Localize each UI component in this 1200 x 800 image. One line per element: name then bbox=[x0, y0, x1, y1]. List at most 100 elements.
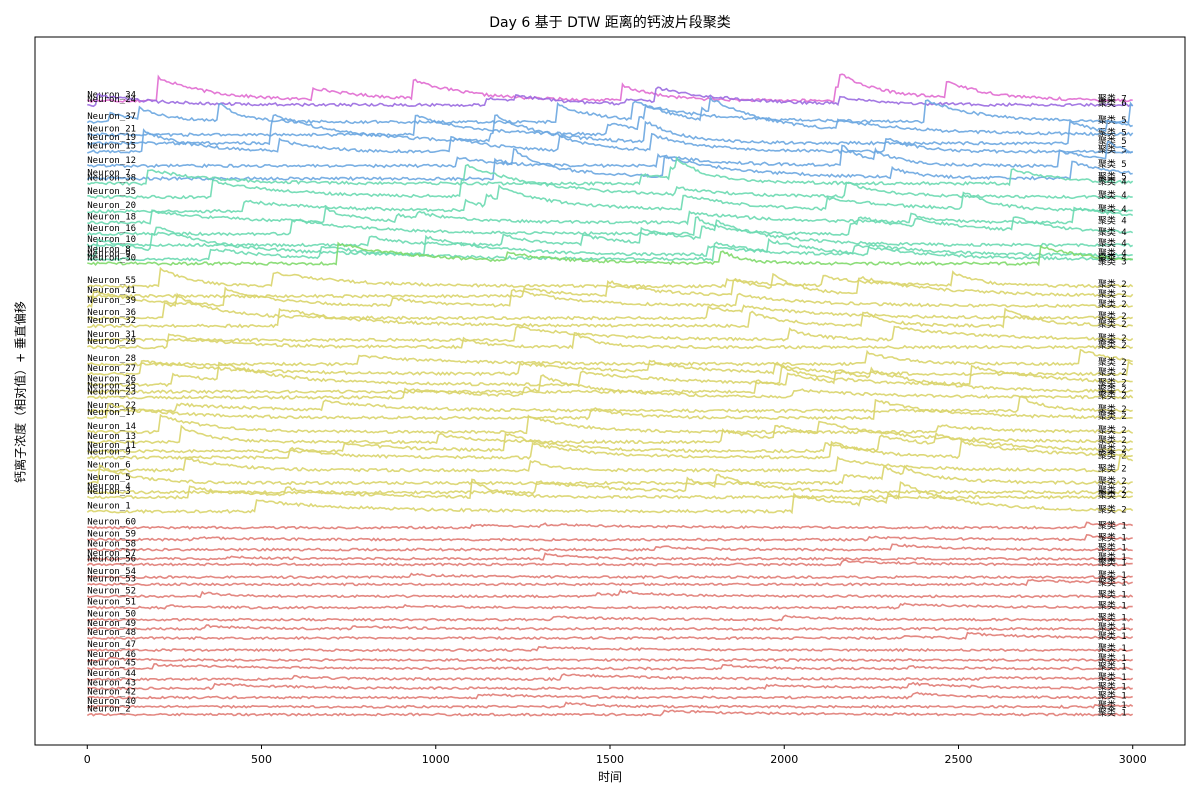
series-name-label: Neuron_28 bbox=[87, 354, 136, 364]
series-line bbox=[86, 374, 1134, 400]
series-line bbox=[87, 348, 1133, 367]
series-line bbox=[86, 292, 1134, 321]
series-name-label: Neuron_53 bbox=[87, 574, 136, 584]
series-name-label: Neuron_9 bbox=[87, 448, 130, 458]
series-line bbox=[87, 163, 1133, 200]
cluster-label: 聚类 1 bbox=[1098, 661, 1127, 673]
cluster-label: 聚类 4 bbox=[1098, 226, 1127, 238]
series-name-label: Neuron_31 bbox=[87, 330, 136, 340]
series-line bbox=[86, 398, 1133, 421]
cluster-label: 聚类 1 bbox=[1098, 652, 1127, 664]
series-name-label: Neuron_50 bbox=[87, 610, 136, 620]
series-line bbox=[86, 691, 1133, 700]
cluster-label: 聚类 7 bbox=[1098, 93, 1127, 105]
series-line bbox=[86, 286, 1133, 309]
series-line bbox=[87, 332, 1133, 350]
series-name-label: Neuron_35 bbox=[87, 187, 136, 197]
series-line bbox=[86, 140, 1133, 169]
series-line bbox=[86, 95, 1134, 138]
series-name-label: Neuron_37 bbox=[87, 112, 136, 122]
series-name-label: Neuron_6 bbox=[87, 460, 130, 470]
series-name-label: Neuron_52 bbox=[87, 586, 136, 596]
series-line bbox=[87, 543, 1133, 552]
series-name-label: Neuron_49 bbox=[87, 619, 136, 629]
series-line bbox=[87, 307, 1133, 329]
series-name-label: Neuron_23 bbox=[87, 387, 136, 397]
series-line bbox=[87, 128, 1134, 154]
cluster-label: 聚类 1 bbox=[1098, 630, 1127, 642]
series-name-label: Neuron_56 bbox=[87, 554, 136, 564]
y-axis-label: 钙离子浓度（相对值）+ 垂直偏移 bbox=[13, 301, 28, 483]
cluster-label: 聚类 5 bbox=[1098, 171, 1127, 183]
series-line bbox=[87, 602, 1133, 610]
cluster-label: 聚类 4 bbox=[1098, 214, 1127, 226]
series-name-label: Neuron_46 bbox=[87, 650, 136, 660]
cluster-label: 聚类 1 bbox=[1098, 556, 1127, 568]
series-name-label: Neuron_59 bbox=[87, 530, 136, 540]
cluster-label: 聚类 5 bbox=[1098, 158, 1127, 170]
series-line bbox=[87, 206, 1134, 226]
series-name-label: Neuron_3 bbox=[87, 487, 130, 497]
series-name-label: Neuron_7 bbox=[87, 169, 130, 179]
cluster-label: 聚类 2 bbox=[1098, 424, 1127, 436]
series-name-label: Neuron_15 bbox=[87, 142, 136, 152]
cluster-label: 聚类 5 bbox=[1098, 135, 1127, 147]
series-line bbox=[86, 709, 1134, 717]
series-line bbox=[87, 624, 1134, 632]
series-line bbox=[87, 413, 1134, 435]
series-line bbox=[87, 578, 1133, 587]
series-line bbox=[87, 656, 1134, 663]
series-line bbox=[87, 631, 1134, 641]
series-name-label: Neuron_47 bbox=[87, 640, 136, 650]
series-name-label: Neuron_24 bbox=[87, 95, 136, 105]
series-name-label: Neuron_40 bbox=[87, 697, 136, 707]
series-name-label: Neuron_42 bbox=[87, 688, 136, 698]
cluster-label: 聚类 2 bbox=[1098, 462, 1127, 474]
series-name-label: Neuron_38 bbox=[87, 174, 136, 184]
cluster-label: 聚类 1 bbox=[1098, 520, 1127, 532]
series-line bbox=[87, 681, 1133, 691]
series-name-label: Neuron_17 bbox=[87, 408, 136, 418]
cluster-label: 聚类 5 bbox=[1098, 144, 1127, 156]
series-name-label: Neuron_20 bbox=[87, 201, 136, 211]
series-line bbox=[87, 184, 1133, 214]
x-tick-label: 500 bbox=[251, 753, 272, 766]
series-name-label: Neuron_10 bbox=[87, 235, 136, 245]
series-line bbox=[87, 572, 1133, 580]
cluster-label: 聚类 2 bbox=[1098, 318, 1127, 330]
series-name-label: Neuron_12 bbox=[87, 156, 136, 166]
series-name-label: Neuron_1 bbox=[87, 501, 130, 511]
series-name-label: Neuron_14 bbox=[87, 422, 136, 432]
cluster-label: 聚类 1 bbox=[1098, 621, 1127, 633]
cluster-label: 聚类 2 bbox=[1098, 443, 1127, 455]
series-line bbox=[86, 431, 1133, 454]
cluster-label: 聚类 1 bbox=[1098, 532, 1127, 544]
series-line bbox=[86, 226, 1133, 258]
series-line bbox=[86, 588, 1134, 599]
cluster-label: 聚类 1 bbox=[1098, 680, 1127, 692]
series-name-label: Neuron_30 bbox=[87, 254, 136, 264]
cluster-label: 聚类 1 bbox=[1098, 671, 1127, 683]
series-name-label: Neuron_13 bbox=[87, 432, 136, 442]
series-line bbox=[87, 237, 1134, 262]
cluster-label: 聚类 2 bbox=[1098, 298, 1127, 310]
series-line bbox=[87, 440, 1133, 461]
cluster-label: 聚类 2 bbox=[1098, 475, 1127, 487]
series-line bbox=[86, 99, 1134, 125]
cluster-label: 聚类 3 bbox=[1098, 256, 1127, 268]
cluster-label: 聚类 1 bbox=[1098, 551, 1127, 563]
series-name-label: Neuron_36 bbox=[87, 308, 136, 318]
series-name-label: Neuron_21 bbox=[87, 125, 136, 135]
cluster-label: 聚类 2 bbox=[1098, 450, 1127, 462]
cluster-label: 聚类 1 bbox=[1098, 612, 1127, 624]
cluster-label: 聚类 2 bbox=[1098, 389, 1127, 401]
series-name-label: Neuron_43 bbox=[87, 678, 136, 688]
series-name-label: Neuron_32 bbox=[87, 316, 136, 326]
series-line bbox=[87, 453, 1134, 473]
series-name-label: Neuron_48 bbox=[87, 628, 136, 638]
series-line bbox=[87, 359, 1134, 377]
series-name-label: Neuron_2 bbox=[87, 705, 130, 715]
cluster-label: 聚类 2 bbox=[1098, 366, 1127, 378]
series-name-label: Neuron_8 bbox=[87, 245, 130, 255]
